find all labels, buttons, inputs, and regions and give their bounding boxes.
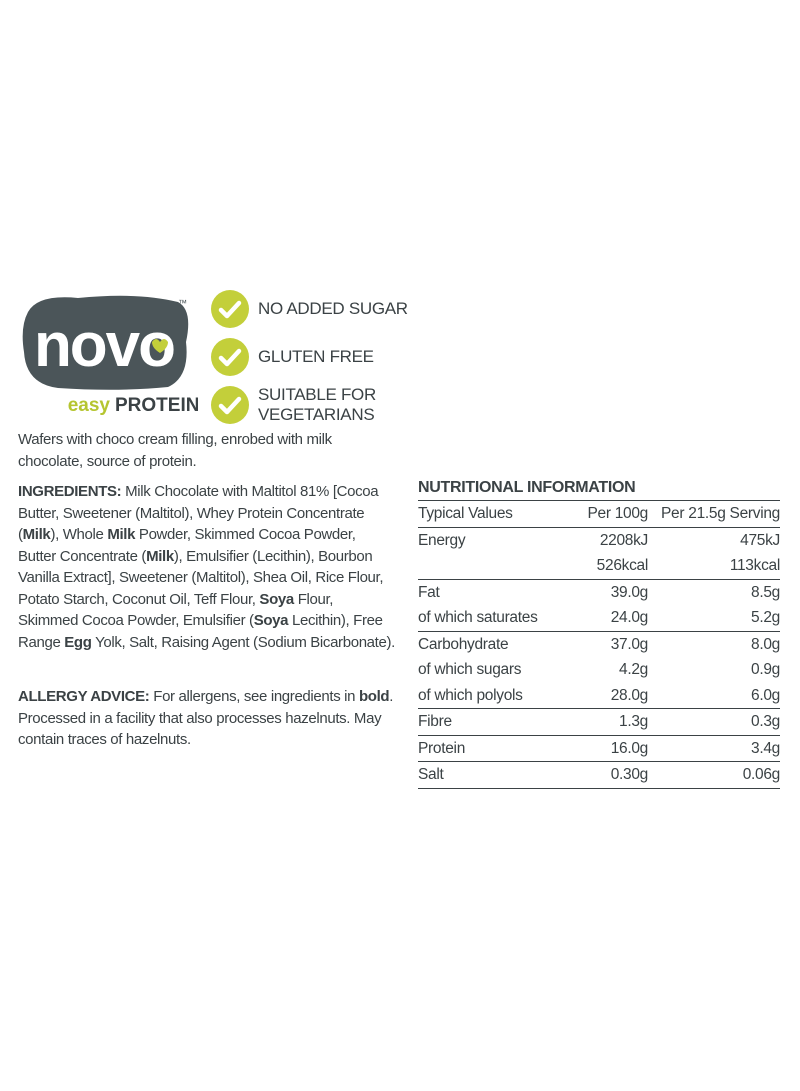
description: Wafers with choco cream filling, enrobed…: [18, 431, 332, 470]
badge-text: NO ADDED SUGAR: [258, 299, 408, 318]
per-100g: 16.0g: [610, 739, 649, 757]
header-cell: Typical Values: [418, 505, 513, 522]
row: Fibre 1.3g 0.3g: [418, 709, 780, 735]
badge-text: GLUTEN FREE: [258, 347, 374, 366]
label: of which saturates: [418, 609, 538, 626]
trademark: ™: [178, 298, 187, 308]
per-100g: 37.0g: [610, 635, 649, 653]
text: Lecithin), Free Range: [18, 612, 383, 651]
label: Carbohydrate: [418, 635, 509, 653]
per-100g: 4.2g: [619, 661, 648, 678]
badge: SUITABLE FOR VEGETARIANS: [210, 384, 408, 426]
row: 526kcal 113kcal: [418, 553, 781, 579]
bold-text: Milk: [107, 526, 136, 543]
label: of which polyols: [418, 686, 523, 704]
badge: NO ADDED SUGAR: [210, 288, 408, 330]
per-100g: 28.0g: [610, 686, 649, 704]
heading: INGREDIENTS:: [18, 483, 122, 500]
per-100g: 39.0g: [610, 583, 649, 601]
row-group: Carbohydrate 37.0g 8.0g of which sugars 4.2g…: [418, 632, 780, 709]
bold-text: Milk: [22, 526, 51, 543]
row: of which polyols 28.0g 6.0g: [418, 683, 780, 709]
check-icon: [211, 386, 249, 424]
tagline-light: easy: [68, 395, 111, 416]
badge-text: SUITABLE FOR VEGETARIANS: [258, 385, 376, 424]
per-serving: 0.9g: [751, 661, 780, 678]
tagline-bold: PROTEIN: [115, 395, 198, 416]
text: ), Emulsifier (Lecithin), Bourbon Vanill…: [18, 547, 384, 608]
row-group: Fibre 1.3g 0.3g: [418, 709, 780, 736]
bold-text: Milk: [146, 547, 174, 565]
row: Carbohydrate 37.0g 8.0g: [418, 632, 780, 658]
logo: novo ™ easy PROTEIN: [18, 292, 199, 422]
row: Energy 2208kJ 475kJ: [418, 528, 780, 554]
per-100g: 2208kJ: [599, 531, 648, 549]
badge: GLUTEN FREE: [210, 336, 408, 378]
label: of which sugars: [418, 661, 522, 678]
header-cell: Per 21.5g Serving: [661, 505, 780, 522]
row: Fat 39.0g 8.5g: [418, 580, 780, 606]
per-serving: 3.4g: [751, 739, 780, 757]
label: Protein: [418, 739, 466, 757]
per-serving: 0.06g: [742, 766, 781, 783]
per-serving: 113kcal: [729, 557, 780, 574]
row: of which sugars 4.2g 0.9g: [418, 657, 780, 683]
heading: ALLERGY ADVICE:: [18, 688, 150, 705]
per-100g: 526kcal: [596, 557, 649, 574]
text: Yolk, Salt, Raising Agent (Sodium Bicarb…: [91, 633, 395, 651]
check-icon: [211, 338, 249, 376]
text: Flour, Skimmed Cocoa Powder, Emulsifier …: [18, 590, 334, 630]
header-row: Typical Values Per 100g Per 21.5g Serving: [418, 501, 780, 528]
nutrition-title: NUTRITIONAL INFORMATION: [418, 476, 780, 501]
text: . Processed in a facility that also proc…: [18, 688, 394, 748]
logo-wordmark: novo: [34, 311, 174, 380]
row-group: Salt 0.30g 0.06g: [418, 762, 780, 789]
label: Energy: [418, 531, 466, 549]
nutrition-table: NUTRITIONAL INFORMATION Typical Values Pe…: [418, 476, 780, 789]
badges: NO ADDED SUGAR GLUTEN FREE SUITABLE FOR VE…: [210, 288, 408, 432]
spacer: [418, 553, 558, 579]
text: For allergens, see ingredients in: [149, 688, 359, 705]
logo-graphic: novo ™ easy PROTEIN: [22, 295, 199, 416]
per-serving: 6.0g: [751, 686, 780, 704]
text: ), Whole: [50, 526, 108, 543]
bold-text: bold: [358, 688, 390, 705]
per-serving: 8.0g: [751, 635, 780, 653]
row: Salt 0.30g 0.06g: [418, 762, 780, 788]
text: Powder, Skimmed Cocoa Powder, Butter Con…: [18, 526, 356, 565]
allergy-advice: ALLERGY ADVICE: For allergens, see ingre…: [18, 686, 396, 751]
row: Protein 16.0g 3.4g: [418, 736, 780, 762]
row-group: Protein 16.0g 3.4g: [418, 736, 780, 762]
label: Fat: [418, 583, 440, 601]
bold-text: Soya: [253, 612, 289, 629]
ingredients: INGREDIENTS: Milk Chocolate with Maltito…: [18, 481, 396, 653]
per-100g: 1.3g: [619, 713, 648, 730]
row: of which saturates 24.0g 5.2g: [418, 605, 780, 631]
header-cell: Per 100g: [587, 505, 648, 522]
per-serving: 0.3g: [751, 713, 780, 730]
bold-text: Soya: [259, 590, 294, 608]
per-serving: 8.5g: [751, 583, 780, 601]
per-100g: 24.0g: [610, 609, 649, 626]
bold-text: Egg: [64, 633, 92, 651]
row-group: Energy 2208kJ 475kJ 526kcal 113kcal: [418, 528, 780, 580]
per-serving: 475kJ: [740, 531, 780, 549]
row-group: Fat 39.0g 8.5g of which saturates 24.0g 5.2g: [418, 580, 780, 632]
check-icon: [211, 290, 249, 328]
label: Fibre: [418, 713, 452, 730]
per-100g: 0.30g: [610, 766, 649, 783]
per-serving: 5.2g: [751, 609, 780, 626]
label: Salt: [418, 766, 444, 783]
text: Milk Chocolate with Maltitol 81% [Cocoa …: [18, 483, 379, 543]
